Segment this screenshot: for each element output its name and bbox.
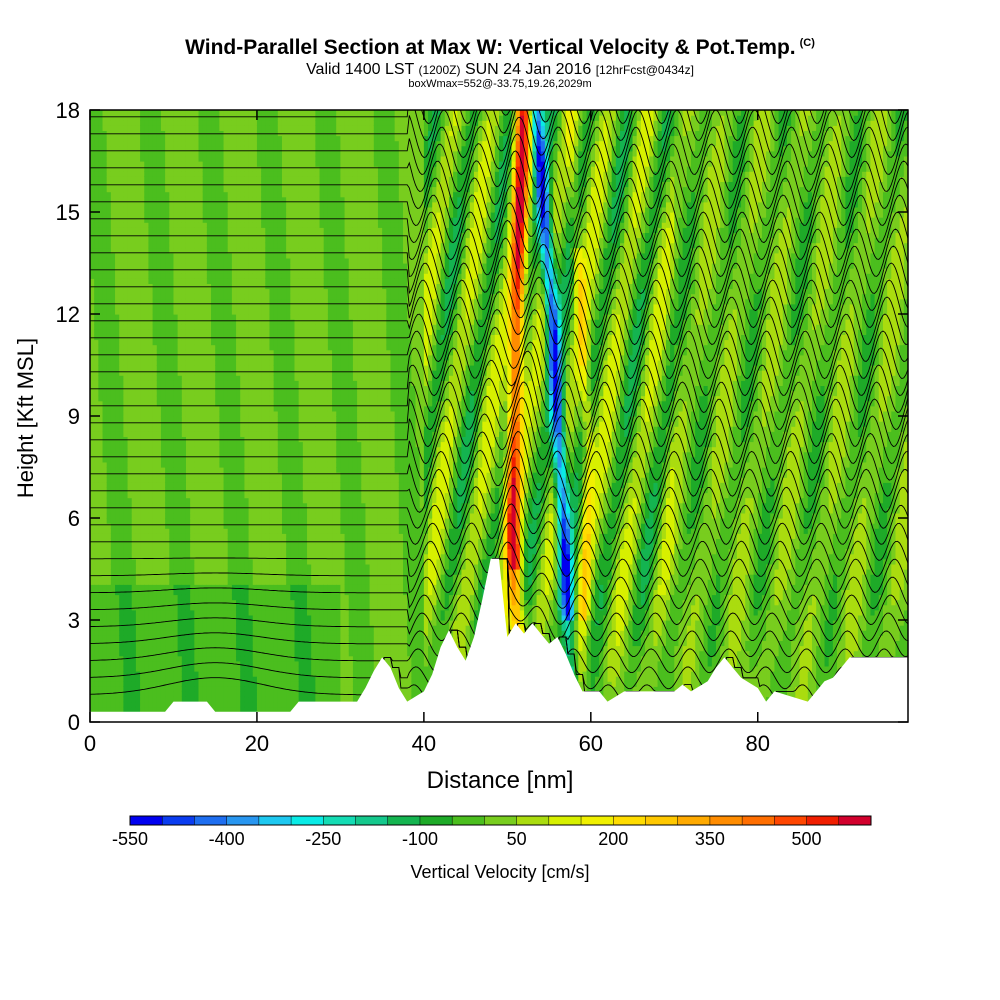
colorbar-tick-label: 200 — [598, 829, 628, 849]
colorbar: -550 -400 -250 -100 50 200 350 500 — [112, 816, 872, 849]
y-tick-label: 0 — [68, 710, 80, 735]
colorbar-swatch — [807, 816, 840, 825]
colorbar-swatch — [420, 816, 453, 825]
colorbar-swatch — [710, 816, 743, 825]
cross-section-chart: 0 20 40 60 80 0 3 6 9 12 15 18 -550 -400 -250 -100 50 2… — [0, 0, 1000, 1000]
colorbar-swatch — [581, 816, 614, 825]
colorbar-swatch — [452, 816, 485, 825]
x-axis-label: Distance [nm] — [427, 767, 574, 795]
x-tick-label: 40 — [412, 731, 436, 756]
y-axis-label: Height [Kft MSL] — [13, 338, 39, 498]
y-tick-label: 15 — [56, 200, 80, 225]
colorbar-tick-label: 350 — [695, 829, 725, 849]
x-tick-label: 20 — [245, 731, 269, 756]
y-tick-label: 3 — [68, 608, 80, 633]
colorbar-swatch — [517, 816, 550, 825]
colorbar-tick-label: 500 — [792, 829, 822, 849]
x-tick-label: 0 — [84, 731, 96, 756]
colorbar-tick-label: -400 — [209, 829, 245, 849]
colorbar-tick-label: -250 — [305, 829, 341, 849]
x-tick-label: 60 — [579, 731, 603, 756]
colorbar-swatch — [259, 816, 292, 825]
colorbar-tick-label: -100 — [402, 829, 438, 849]
colorbar-swatch — [613, 816, 646, 825]
y-tick-label: 18 — [56, 98, 80, 123]
colorbar-swatch — [774, 816, 807, 825]
colorbar-swatch — [484, 816, 517, 825]
colorbar-label: Vertical Velocity [cm/s] — [410, 862, 589, 883]
colorbar-swatch — [549, 816, 582, 825]
y-tick-label: 6 — [68, 506, 80, 531]
colorbar-tick-label: 50 — [507, 829, 527, 849]
colorbar-swatch — [678, 816, 711, 825]
y-tick-label: 12 — [56, 302, 80, 327]
colorbar-swatch — [323, 816, 356, 825]
colorbar-swatch — [227, 816, 260, 825]
y-tick-label: 9 — [68, 404, 80, 429]
colorbar-swatch — [356, 816, 389, 825]
colorbar-swatch — [839, 816, 872, 825]
x-tick-label: 80 — [746, 731, 770, 756]
colorbar-swatch — [742, 816, 775, 825]
colorbar-swatch — [194, 816, 227, 825]
colorbar-swatch — [291, 816, 324, 825]
colorbar-swatch — [130, 816, 163, 825]
colorbar-tick-label: -550 — [112, 829, 148, 849]
colorbar-swatch — [388, 816, 421, 825]
colorbar-swatch — [645, 816, 678, 825]
colorbar-swatch — [162, 816, 195, 825]
